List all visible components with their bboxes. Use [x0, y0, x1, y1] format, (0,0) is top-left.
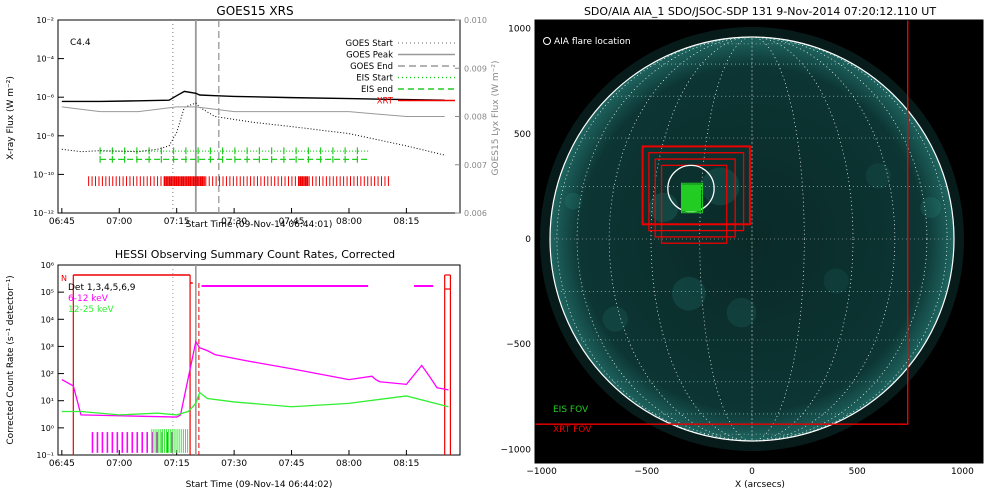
goes-y-tick-label: 10⁻¹²: [33, 209, 54, 218]
goes-panel: GOES15 XRS C4.4 X-ray Flux (W m⁻²) GOES1…: [6, 4, 501, 230]
aia-flare-label: AIA flare location: [554, 37, 631, 47]
hessi-x-tick-label: 08:15: [393, 459, 419, 469]
hessi-title: HESSI Observing Summary Count Rates, Cor…: [115, 248, 395, 261]
goes-legend-label: EIS Start: [356, 74, 393, 84]
hessi-x-tick-label: 08:00: [336, 459, 362, 469]
hessi-y-tick-label: 10⁰: [41, 424, 54, 433]
xrt-pointing-box: [654, 158, 736, 238]
hessi-flag-label: N: [61, 274, 67, 283]
goes-y2-tick-label: 0.009: [464, 64, 487, 73]
active-region-glow: [672, 276, 706, 311]
goes-y-tick-label: 10⁻⁸: [36, 132, 54, 141]
flare-location-marker: [667, 164, 715, 213]
active-region-glow: [564, 192, 582, 210]
goes-ylabel-right: GOES15 Lyx Flux (W m⁻²): [491, 61, 501, 176]
goes-series-line: [61, 106, 445, 117]
goes-y-tick-label: 10⁻⁶: [36, 93, 54, 102]
goes-x-tick-label: 07:45: [279, 217, 305, 227]
xrt-pointing-box: [648, 152, 745, 232]
aia-eis-fov-label: EIS FOV: [553, 405, 589, 415]
goes-legend-label: EIS end: [361, 85, 393, 95]
aia-y-tick-label: 0: [525, 235, 531, 245]
hessi-x-tick-label: 07:30: [221, 459, 247, 469]
hessi-y-tick-label: 10⁴: [41, 315, 54, 324]
aia-axes: [534, 19, 984, 464]
aia-x-tick-label: 1000: [951, 467, 974, 477]
active-region-glow: [726, 297, 757, 328]
goes-x-tick-label: 07:15: [164, 217, 190, 227]
active-region-glow: [602, 306, 628, 332]
goes-axes: [57, 19, 461, 214]
aia-title: SDO/AIA AIA_1 SDO/JSOC-SDP 131 9-Nov-201…: [584, 5, 936, 18]
active-region-glow: [701, 167, 740, 206]
xrt-fov-box: [535, 20, 909, 425]
goes-legend-label: GOES Peak: [346, 51, 393, 61]
aia-x-tick-label: −1000: [526, 467, 557, 477]
goes-legend-label: GOES Start: [345, 39, 393, 49]
goes-y-tick-label: 10⁻¹⁰: [33, 170, 54, 179]
hessi-xlabel: Start Time (09-Nov-14 06:44:02): [186, 480, 333, 490]
goes-y-tick-label: 10⁻²: [36, 16, 54, 25]
hessi-y-tick-label: 10¹: [41, 397, 54, 406]
hessi-y-tick-label: 10²: [41, 370, 54, 379]
aia-x-tick-label: 0: [749, 467, 755, 477]
hessi-series-line: [61, 339, 449, 418]
goes-y2-tick-label: 0.007: [464, 161, 487, 170]
aia-x-tick-label: 500: [849, 467, 866, 477]
hessi-panel: HESSI Observing Summary Count Rates, Cor…: [6, 248, 461, 490]
goes-y2-tick-label: 0.008: [464, 113, 487, 122]
goes-x-tick-label: 07:00: [106, 217, 132, 227]
active-region-glow: [920, 196, 942, 218]
aia-xrt-fov-label: XRT FOV: [553, 425, 592, 435]
xrt-pointing-box: [641, 145, 751, 226]
goes-y2-tick-label: 0.006: [464, 209, 487, 218]
goes-legend-label: GOES End: [350, 62, 393, 72]
goes-title: GOES15 XRS: [216, 4, 293, 18]
solar-limb: [549, 36, 955, 442]
hessi-series-label-high: 12-25 keV: [68, 305, 114, 315]
hessi-x-tick-label: 07:00: [106, 459, 132, 469]
aia-y-tick-label: 500: [514, 130, 531, 140]
goes-xlabel: Start Time (09-Nov-14 06:44:01): [186, 220, 333, 230]
goes-series-line: [61, 102, 445, 156]
hessi-axes: [57, 264, 461, 456]
aia-x-tick-label: −500: [634, 467, 659, 477]
aia-y-tick-label: −500: [506, 340, 531, 350]
goes-x-tick-label: 08:15: [393, 217, 419, 227]
hessi-x-tick-label: 07:45: [279, 459, 305, 469]
goes-x-tick-label: 08:00: [336, 217, 362, 227]
hessi-detectors-label: Det 1,3,4,5,6,9: [68, 283, 136, 293]
aia-y-tick-label: 1000: [508, 25, 531, 35]
active-region-glow: [648, 192, 679, 223]
goes-y-tick-label: 10⁻⁴: [36, 55, 54, 64]
goes-y2-tick-label: 0.010: [464, 16, 487, 25]
hessi-x-tick-label: 07:15: [164, 459, 190, 469]
aia-y-tick-label: −1000: [501, 445, 532, 455]
hessi-x-tick-label: 06:45: [49, 459, 75, 469]
aia-panel: SDO/AIA AIA_1 SDO/JSOC-SDP 131 9-Nov-201…: [501, 5, 984, 490]
goes-x-tick-label: 07:30: [221, 217, 247, 227]
hessi-ylabel: Corrected Count Rate (s⁻¹ detector⁻¹): [6, 275, 16, 444]
aia-xlabel: X (arcsecs): [735, 480, 785, 490]
goes-ylabel-left: X-ray Flux (W m⁻²): [6, 76, 16, 160]
hessi-y-tick-label: 10³: [41, 342, 54, 351]
hessi-y-tick-label: 10⁵: [41, 288, 54, 297]
hessi-series-line: [61, 391, 449, 416]
hessi-y-tick-label: 10⁶: [41, 261, 54, 270]
goes-legend-label: XRT: [377, 97, 394, 107]
eis-fov-box: [681, 182, 704, 214]
goes-series-line: [61, 90, 445, 103]
active-region-glow: [823, 268, 849, 294]
hessi-y-tick-label: 10⁻¹: [36, 451, 54, 460]
flare-location-icon: [543, 37, 551, 45]
hessi-series-label-low: 6-12 keV: [68, 294, 109, 304]
goes-class-label: C4.4: [70, 38, 91, 48]
goes-x-tick-label: 06:45: [49, 217, 75, 227]
active-region-glow: [865, 163, 891, 189]
